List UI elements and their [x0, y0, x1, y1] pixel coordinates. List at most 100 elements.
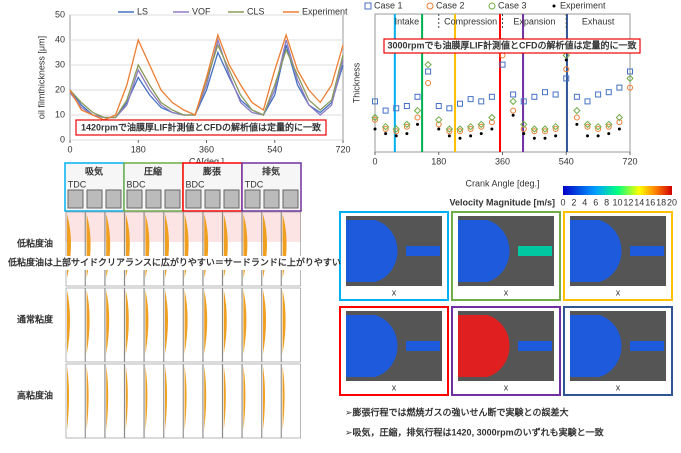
point [510, 91, 517, 98]
oil-profile [184, 366, 187, 430]
point [479, 132, 483, 136]
point [469, 134, 473, 138]
point [615, 113, 624, 122]
point [532, 136, 536, 140]
colorbar-tick: 2 [571, 197, 576, 207]
oil-profile [67, 290, 70, 354]
point [626, 74, 634, 83]
point [425, 80, 432, 86]
point [403, 103, 410, 109]
colorbar [563, 186, 672, 195]
point [522, 132, 526, 136]
colorbar-title: Velocity Magnitude [m/s] [449, 197, 555, 207]
point [467, 126, 474, 132]
cell [261, 211, 282, 287]
colorbar-tick: 12 [623, 197, 633, 207]
oil-profile [67, 366, 69, 430]
legend-label: Experiment [302, 6, 348, 16]
colorbar-tick: 0 [560, 197, 565, 207]
panel-flow [458, 315, 510, 377]
point [627, 68, 633, 75]
point [414, 114, 421, 121]
point [381, 122, 390, 131]
cell [163, 363, 184, 439]
panel-gap [406, 341, 440, 351]
row-label: 低粘度油 [16, 237, 53, 248]
point [564, 58, 568, 62]
point [435, 116, 443, 124]
point [520, 98, 527, 105]
cell [242, 211, 262, 287]
point [605, 89, 612, 96]
point [596, 134, 600, 138]
oil-profile [223, 290, 227, 354]
annotation: 3000rpmでも油膜厚LIF計測値とCFDの解析値は定量的に一致 [387, 39, 637, 50]
y-tick-label: 20 [55, 84, 65, 94]
x-axis-label: Crank Angle [deg.] [465, 178, 539, 188]
stroke-header: 圧縮 [144, 165, 162, 176]
panel-axis: x [504, 382, 509, 392]
point [437, 127, 441, 131]
cell [163, 287, 184, 363]
legend-swatch [488, 2, 496, 10]
piston-icon [67, 189, 84, 209]
cell [242, 287, 262, 363]
cell [202, 211, 223, 287]
point [586, 134, 589, 138]
point [478, 98, 485, 105]
piston-icon [244, 189, 261, 209]
cell [281, 287, 301, 363]
oil-profile [125, 366, 128, 430]
panel-flow [458, 220, 510, 282]
y-tick-label: 30 [55, 59, 65, 69]
point [458, 136, 462, 140]
piston-icon [126, 189, 143, 209]
oil-profile [106, 366, 109, 430]
piston-icon [86, 189, 103, 209]
point [446, 128, 453, 135]
oil-profile [204, 366, 207, 430]
point [467, 96, 474, 103]
piston-icon [164, 189, 181, 209]
row-label: 通常粘度 [17, 313, 54, 324]
cell [65, 211, 86, 287]
oil-profile [282, 366, 285, 430]
cell [202, 363, 223, 439]
cell [124, 363, 145, 439]
legend-label: Experiment [560, 0, 606, 10]
point [382, 126, 389, 132]
point [605, 120, 613, 129]
cell [261, 363, 282, 439]
piston-icon [204, 189, 221, 209]
stroke-header: 排気 [262, 165, 280, 176]
cell [183, 287, 203, 363]
point [552, 91, 559, 98]
point [552, 126, 559, 132]
oil-profile [204, 290, 208, 354]
cell [222, 363, 243, 439]
point [405, 132, 409, 136]
point [466, 122, 475, 131]
point [543, 136, 547, 140]
oil-profile [86, 290, 90, 354]
point [542, 89, 548, 96]
colorbar-tick: 6 [593, 197, 598, 207]
cell [104, 287, 125, 363]
stroke-sub: BDC [126, 179, 146, 189]
oil-profile [243, 366, 246, 430]
series-line [69, 43, 344, 119]
point [394, 134, 398, 138]
legend-label: LS [137, 6, 148, 16]
oil-profile [165, 366, 167, 430]
point [575, 122, 579, 126]
point [510, 107, 517, 114]
cell [183, 363, 203, 439]
colorbar-tick: 14 [634, 197, 644, 207]
x-tick-label: 540 [267, 144, 282, 154]
cell [65, 363, 86, 439]
legend-swatch [364, 2, 372, 10]
panel-flow [346, 315, 398, 377]
x-tick-label: 0 [67, 144, 72, 154]
point [554, 134, 558, 138]
point [551, 122, 560, 131]
